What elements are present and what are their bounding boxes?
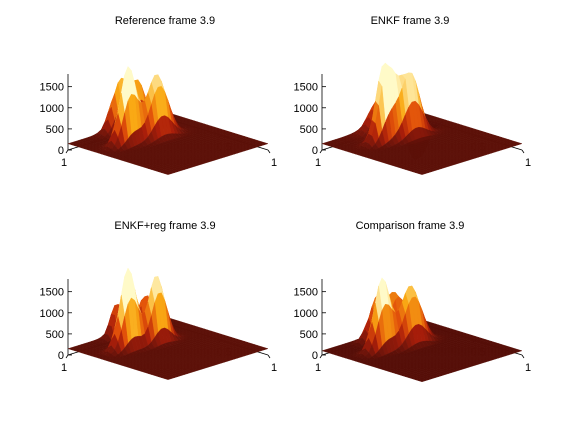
z-tick-label: 1500 [294,82,318,94]
y-tick-label: 1 [315,362,321,374]
subplot-4: 05001000150010.5000.51Comparison frame 3… [294,220,531,382]
subplot-2: 05001000150010.5000.51ENKF frame 3.9 [294,15,531,175]
y-tick-mark [65,149,69,154]
surface-mesh [67,65,269,175]
x-tick-label: 1 [271,362,277,374]
z-tick-label: 0 [58,145,64,157]
subplot-title: Comparison frame 3.9 [356,220,465,232]
z-tick-label: 1500 [294,287,318,299]
subplot-title: ENKF+reg frame 3.9 [114,220,215,232]
z-tick-label: 500 [300,329,318,341]
surface-mesh [67,267,269,380]
z-tick-label: 1000 [40,103,64,115]
y-tick-label: 1 [315,157,321,169]
z-tick-label: 1500 [40,287,64,299]
z-tick-label: 1000 [40,308,64,320]
y-tick-mark [65,354,69,359]
z-tick-label: 1500 [40,82,64,94]
subplot-3: 05001000150010.5000.51ENKF+reg frame 3.9 [40,220,277,380]
z-tick-label: 500 [46,124,64,136]
surface-mesh [321,277,523,382]
z-tick-label: 0 [58,350,64,362]
subplot-title: Reference frame 3.9 [115,15,215,27]
x-tick-mark [521,354,525,359]
z-tick-label: 0 [312,350,318,362]
z-tick-label: 500 [46,329,64,341]
z-tick-label: 1000 [294,308,318,320]
y-tick-mark [319,149,323,154]
x-tick-label: 1 [525,157,531,169]
surface-patch [163,377,173,380]
x-tick-label: 1 [271,157,277,169]
x-tick-label: 1 [525,362,531,374]
x-tick-mark [521,149,525,154]
x-tick-mark [267,354,271,359]
y-tick-label: 1 [61,362,67,374]
surface-mesh [321,62,523,175]
z-tick-label: 1000 [294,103,318,115]
surface-patch [417,172,427,175]
surface-patch [163,172,173,175]
y-tick-label: 1 [61,157,67,169]
subplot-1: 05001000150010.5000.51Reference frame 3.… [40,15,277,175]
y-tick-mark [319,354,323,359]
z-tick-label: 500 [300,124,318,136]
x-tick-mark [267,149,271,154]
subplot-title: ENKF frame 3.9 [371,15,450,27]
surface-patch [417,379,427,382]
z-tick-label: 0 [312,145,318,157]
